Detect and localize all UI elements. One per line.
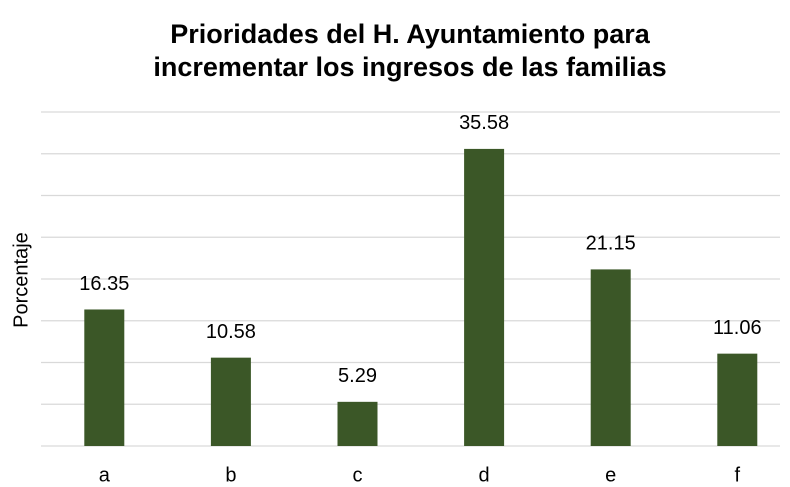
bar bbox=[210, 357, 251, 446]
bar bbox=[590, 269, 631, 446]
y-axis-label: Porcentaje bbox=[10, 232, 32, 328]
data-label: 10.58 bbox=[206, 321, 256, 343]
bar bbox=[464, 148, 505, 447]
chart-title: incrementar los ingresos de las familias bbox=[153, 52, 666, 82]
data-label: 21.15 bbox=[586, 233, 636, 255]
bar bbox=[84, 309, 125, 446]
data-label: 11.06 bbox=[713, 317, 762, 339]
x-tick-label: d bbox=[479, 464, 490, 486]
data-label: 16.35 bbox=[79, 273, 129, 295]
x-tick-label: b bbox=[225, 464, 236, 486]
x-tick-label: f bbox=[735, 464, 741, 486]
data-label: 5.29 bbox=[338, 365, 377, 387]
bar bbox=[717, 353, 758, 446]
bar bbox=[337, 401, 378, 446]
data-label: 35.58 bbox=[459, 112, 509, 134]
x-tick-label: c bbox=[353, 464, 363, 486]
x-tick-label: a bbox=[99, 464, 111, 486]
x-tick-label: e bbox=[605, 464, 616, 486]
chart-title: Prioridades del H. Ayuntamiento para bbox=[170, 19, 651, 49]
